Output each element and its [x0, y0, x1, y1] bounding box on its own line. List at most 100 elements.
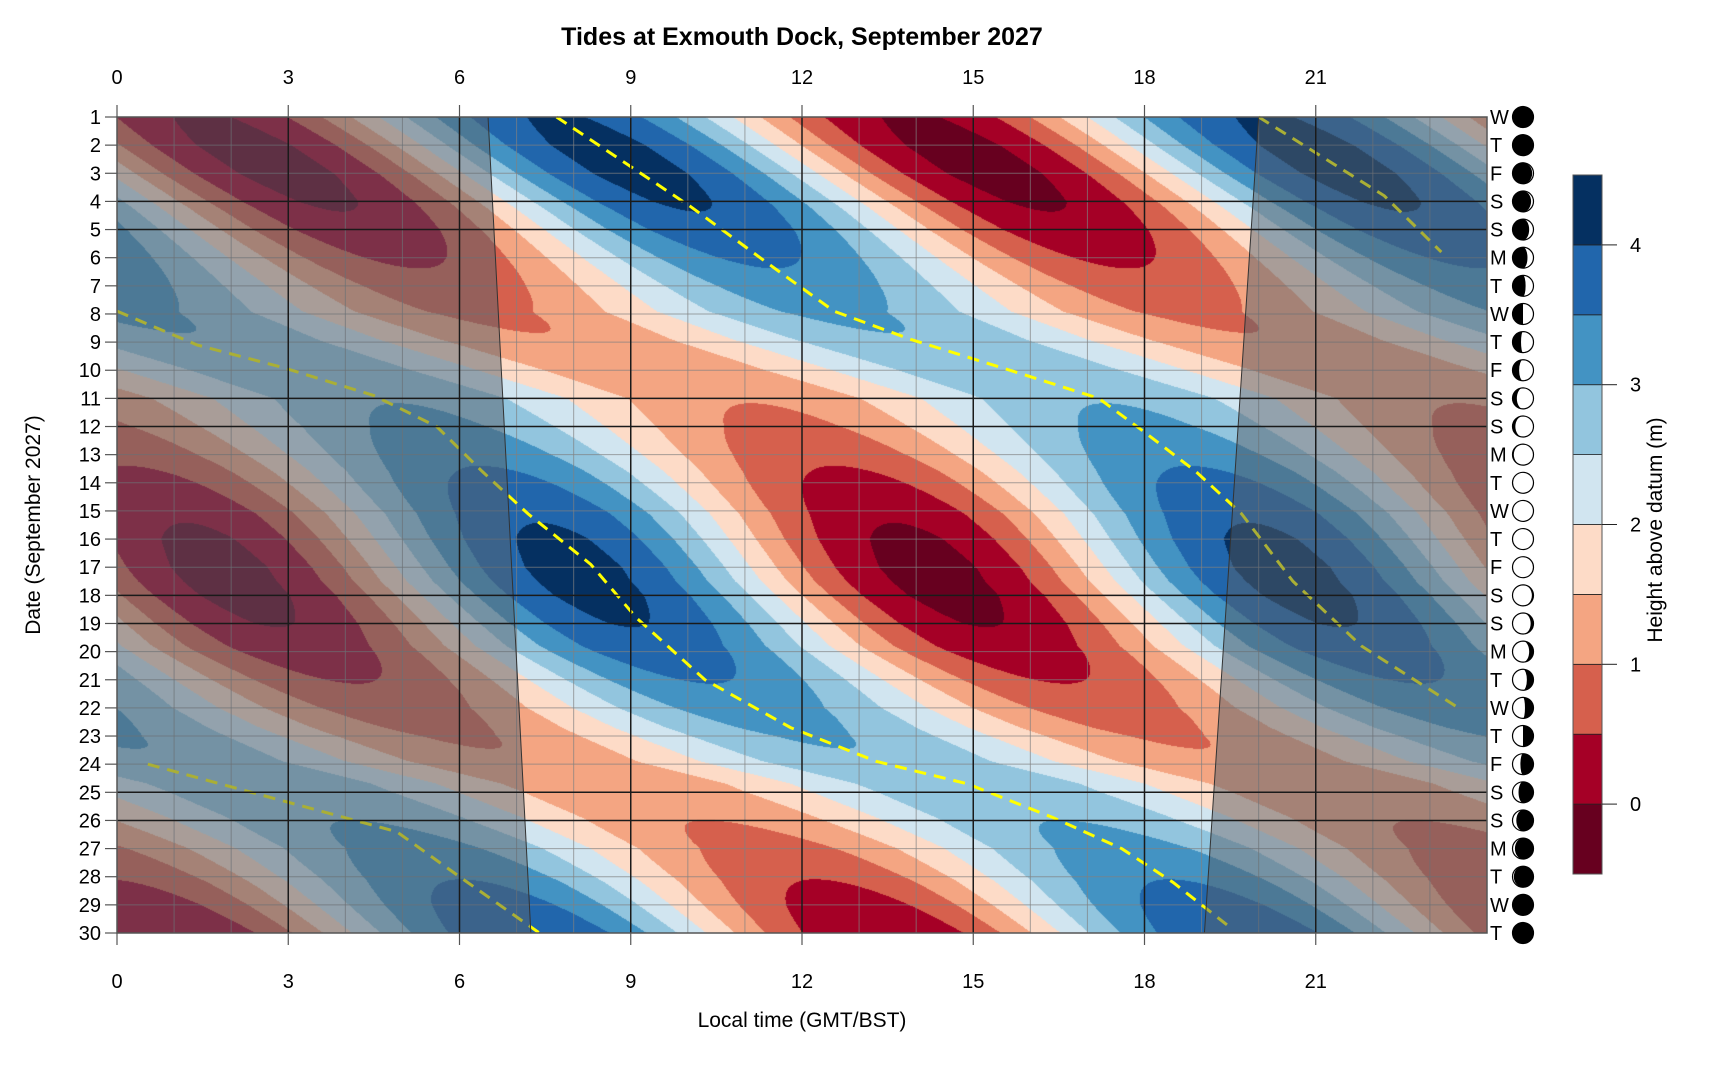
x-tick-label-bottom: 21 — [1305, 971, 1327, 993]
y-tick-label: 25 — [79, 782, 101, 804]
colorbar-bin — [1572, 244, 1603, 316]
weekday-label: T — [1490, 473, 1502, 495]
weekday-label: M — [1490, 248, 1507, 270]
colorbar-bin — [1572, 524, 1603, 595]
y-tick-label: 27 — [79, 839, 101, 861]
x-tick-label-bottom: 15 — [962, 971, 984, 993]
moon-phase-icon — [1511, 105, 1535, 129]
weekday-label: W — [1490, 107, 1509, 129]
colorbar-bin — [1572, 663, 1603, 735]
y-tick-label: 16 — [79, 529, 101, 551]
x-tick-label-top: 18 — [1133, 67, 1155, 89]
moon-phase-icon — [1511, 218, 1535, 241]
moon-phase-icon — [1511, 781, 1535, 804]
y-tick-label: 24 — [79, 754, 101, 776]
moon-phase-icon — [1511, 893, 1535, 916]
y-tick-label: 3 — [90, 163, 101, 185]
moon-phase-icon — [1511, 162, 1535, 185]
weekday-label: F — [1490, 754, 1502, 776]
weekday-label: T — [1490, 276, 1502, 298]
weekday-label: S — [1490, 782, 1503, 804]
weekday-label: W — [1490, 895, 1509, 917]
y-tick-label: 4 — [90, 191, 101, 213]
weekday-label: F — [1490, 557, 1502, 579]
y-tick-label: 17 — [79, 557, 101, 579]
y-tick-label: 29 — [79, 895, 101, 917]
colorbar-tick-label: 1 — [1630, 654, 1641, 676]
x-tick-label-top: 9 — [625, 67, 636, 89]
moon-phase-icon — [1511, 668, 1535, 691]
y-tick-label: 1 — [90, 107, 101, 129]
y-tick-label: 28 — [79, 867, 101, 889]
weekday-label: S — [1490, 220, 1503, 242]
moon-phase-icon — [1511, 640, 1535, 663]
x-tick-label-top: 3 — [283, 67, 294, 89]
y-tick-label: 10 — [79, 360, 101, 382]
moon-phase-icon — [1511, 921, 1535, 945]
x-tick-label-top: 21 — [1305, 67, 1327, 89]
y-axis-label: Date (September 2027) — [22, 415, 45, 634]
weekday-label: W — [1490, 698, 1509, 720]
colorbar-bin — [1572, 384, 1603, 456]
weekday-label: F — [1490, 163, 1502, 185]
y-tick-label: 9 — [90, 332, 101, 354]
weekday-label: T — [1490, 135, 1502, 157]
y-tick-label: 14 — [79, 473, 101, 495]
weekday-label: T — [1490, 867, 1502, 889]
moon-phase-icon — [1511, 837, 1535, 860]
moon-phase-icon — [1511, 471, 1535, 494]
weekday-label: W — [1490, 304, 1509, 326]
moon-phase-icon — [1511, 246, 1535, 269]
colorbar-bin — [1572, 803, 1603, 875]
moon-phase-icon — [1511, 443, 1535, 466]
colorbar-bin — [1572, 314, 1603, 386]
moon-phase-icon — [1511, 302, 1535, 326]
weekday-label: M — [1490, 839, 1507, 861]
x-tick-label-top: 6 — [454, 67, 465, 89]
weekday-label: M — [1490, 445, 1507, 467]
y-tick-label: 22 — [79, 698, 101, 720]
moon-phase-icon — [1511, 499, 1535, 523]
colorbar-tick-label: 2 — [1630, 515, 1641, 537]
weekday-label: T — [1490, 529, 1502, 551]
night-shading-morning — [116, 116, 532, 934]
moon-phase-icon — [1511, 724, 1535, 748]
moon-phase-icon — [1511, 190, 1535, 213]
major-gridlines — [117, 117, 1487, 933]
moon-phase-icon — [1511, 274, 1535, 297]
y-tick-label: 15 — [79, 501, 101, 523]
moon-phase-icon — [1511, 584, 1535, 607]
y-tick-label: 21 — [79, 670, 101, 692]
x-tick-label-bottom: 12 — [791, 971, 813, 993]
x-tick-label-top: 0 — [111, 67, 122, 89]
night-shading — [116, 116, 1488, 934]
chart-title: Tides at Exmouth Dock, September 2027 — [561, 23, 1043, 51]
weekday-label: M — [1490, 642, 1507, 664]
y-tick-label: 7 — [90, 276, 101, 298]
weekday-label: T — [1490, 332, 1502, 354]
x-tick-label-bottom: 18 — [1133, 971, 1155, 993]
x-tick-label-top: 12 — [791, 67, 813, 89]
x-tick-label-top: 15 — [962, 67, 984, 89]
moon-phase-icon — [1511, 612, 1535, 635]
y-tick-label: 12 — [79, 417, 101, 439]
weekday-label: T — [1490, 923, 1502, 945]
moon-phase-icon — [1511, 359, 1535, 382]
y-tick-label: 8 — [90, 304, 101, 326]
moon-phase-icon — [1511, 696, 1535, 719]
moon-phase-icon — [1511, 753, 1535, 776]
colorbar-bin — [1572, 594, 1603, 665]
moon-phase-icon — [1511, 527, 1535, 551]
moon-phase-icon — [1511, 809, 1535, 832]
y-tick-label: 13 — [79, 445, 101, 467]
colorbar-tick-label: 4 — [1630, 235, 1641, 257]
colorbar-label: Height above datum (m) — [1644, 417, 1667, 642]
y-tick-label: 2 — [90, 135, 101, 157]
weekday-label: T — [1490, 726, 1502, 748]
weekday-label: T — [1490, 670, 1502, 692]
moon-phase-icon — [1511, 865, 1535, 888]
y-tick-label: 6 — [90, 248, 101, 270]
night-shading-evening — [1203, 116, 1488, 934]
